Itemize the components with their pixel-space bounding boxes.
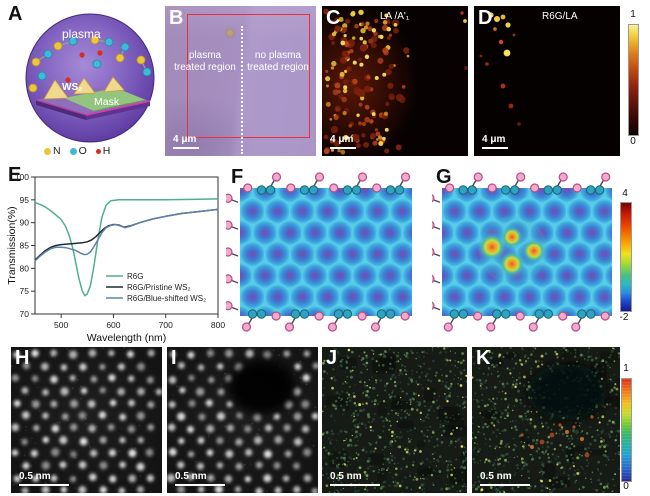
transmission-chart: 70 75 80 85 90 95 100 500 600 700 800 Transmission(… bbox=[6, 172, 225, 344]
panel-j-strain-map: J 0.5 nm bbox=[322, 347, 467, 493]
raman-speckle-field bbox=[323, 8, 468, 155]
jk-colorbar-max: 1 bbox=[623, 363, 629, 374]
svg-text:R6G/Blue-shifted WS₂: R6G/Blue-shifted WS₂ bbox=[127, 294, 206, 303]
particle-dot bbox=[227, 30, 233, 36]
panel-k-strain-map: K 0.5 nm bbox=[472, 347, 620, 493]
atom-dots bbox=[11, 349, 162, 493]
panel-d-title: R6G/LA bbox=[542, 11, 578, 22]
scalebar-c: 4 μm bbox=[330, 134, 356, 149]
svg-text:R6G/Pristine WS₂: R6G/Pristine WS₂ bbox=[127, 283, 191, 292]
atom-legend: N O H bbox=[44, 145, 110, 157]
panel-h-label: H bbox=[15, 347, 30, 369]
jk-colorbar-min: 0 bbox=[623, 481, 629, 492]
svg-text:Wavelength (nm): Wavelength (nm) bbox=[87, 332, 167, 344]
dft-map-defect bbox=[432, 172, 612, 332]
panel-i-label: I bbox=[171, 347, 177, 369]
stem-lattice bbox=[11, 347, 162, 493]
legend-h: H bbox=[102, 145, 111, 157]
panel-g-label: G bbox=[436, 166, 452, 188]
plasma-illustration bbox=[25, 13, 155, 143]
hex-lattice bbox=[240, 188, 412, 316]
svg-text:800: 800 bbox=[211, 320, 225, 330]
legend-o: O bbox=[78, 145, 87, 157]
panel-b-label: B bbox=[169, 7, 184, 29]
scalebar-h: 0.5 nm bbox=[19, 471, 69, 486]
svg-text:90: 90 bbox=[20, 218, 30, 228]
panel-k-label: K bbox=[476, 347, 491, 369]
edge-atoms bbox=[226, 172, 411, 332]
plasma-region-frame bbox=[187, 14, 310, 138]
panel-j-label: J bbox=[326, 347, 338, 369]
scalebar-k: 0.5 nm bbox=[480, 471, 530, 486]
scalebar-d: 4 μm bbox=[482, 134, 508, 149]
svg-text:Transmission(%): Transmission(%) bbox=[6, 206, 18, 284]
dft-map-pristine bbox=[226, 172, 412, 332]
plasma-treated-text: plasma treated region bbox=[174, 50, 236, 73]
strain-speckle bbox=[322, 347, 467, 493]
panel-b-micrograph: B plasma treated region no plasma treate… bbox=[165, 6, 316, 156]
panel-c-title: LA /A'₁ bbox=[380, 11, 410, 22]
panel-d-raman-map: D R6G/LA 4 μm bbox=[474, 6, 620, 156]
svg-text:100: 100 bbox=[15, 172, 29, 182]
svg-text:75: 75 bbox=[20, 286, 30, 296]
panel-i-stem-image: I 0.5 nm bbox=[167, 347, 318, 493]
legend-n: N bbox=[53, 145, 61, 157]
ws2-text: WS₂ bbox=[62, 82, 83, 93]
panel-h-stem-image: H 0.5 nm bbox=[11, 347, 162, 493]
g-colorbar-min: -2 bbox=[619, 312, 629, 323]
hex-lattice bbox=[442, 188, 612, 316]
hot-spots bbox=[520, 415, 594, 458]
svg-text:500: 500 bbox=[54, 320, 68, 330]
raman-dot-field bbox=[479, 12, 521, 126]
panel-c-label: C bbox=[326, 7, 341, 29]
vacancy-void bbox=[229, 360, 295, 414]
edge-atoms bbox=[432, 172, 611, 332]
mask-text: Mask bbox=[94, 96, 120, 108]
svg-text:95: 95 bbox=[20, 195, 30, 205]
svg-text:700: 700 bbox=[159, 320, 173, 330]
dots bbox=[479, 12, 521, 126]
g-colorbar bbox=[620, 202, 632, 312]
svg-text:70: 70 bbox=[20, 309, 30, 319]
scalebar-i: 0.5 nm bbox=[175, 471, 225, 486]
speckles bbox=[323, 8, 468, 155]
svg-text:R6G: R6G bbox=[127, 272, 143, 281]
speckles bbox=[322, 347, 467, 493]
defect-dark-region bbox=[527, 364, 607, 420]
svg-text:600: 600 bbox=[106, 320, 120, 330]
svg-text:80: 80 bbox=[20, 263, 30, 273]
panel-a-label: A bbox=[8, 3, 23, 25]
panel-d-label: D bbox=[478, 7, 493, 29]
cd-colorbar-max: 1 bbox=[630, 9, 636, 20]
panel-c-raman-map: C LA /A'₁ 4 μm bbox=[322, 6, 468, 156]
stem-lattice-vacancy bbox=[167, 347, 318, 493]
panel-e-label: E bbox=[8, 164, 22, 186]
atom-dots bbox=[167, 349, 318, 493]
plasma-text: plasma bbox=[62, 27, 101, 41]
oxygen-dot-icon bbox=[69, 147, 77, 155]
nitrogen-dot-icon bbox=[44, 147, 51, 155]
cd-colorbar bbox=[628, 24, 639, 136]
hydrogen-dot-icon bbox=[95, 148, 101, 154]
cd-colorbar-min: 0 bbox=[630, 136, 636, 147]
no-plasma-treated-text: no plasma treated region bbox=[247, 50, 309, 73]
scalebar-j: 0.5 nm bbox=[330, 471, 380, 486]
strain-speckle-defect bbox=[472, 347, 620, 493]
panel-f-label: F bbox=[231, 166, 244, 188]
scalebar-b: 4 μm bbox=[173, 134, 199, 149]
g-colorbar-max: 4 bbox=[622, 188, 628, 199]
jk-colorbar bbox=[621, 378, 632, 482]
svg-text:85: 85 bbox=[20, 241, 30, 251]
region-divider-line bbox=[241, 26, 243, 154]
